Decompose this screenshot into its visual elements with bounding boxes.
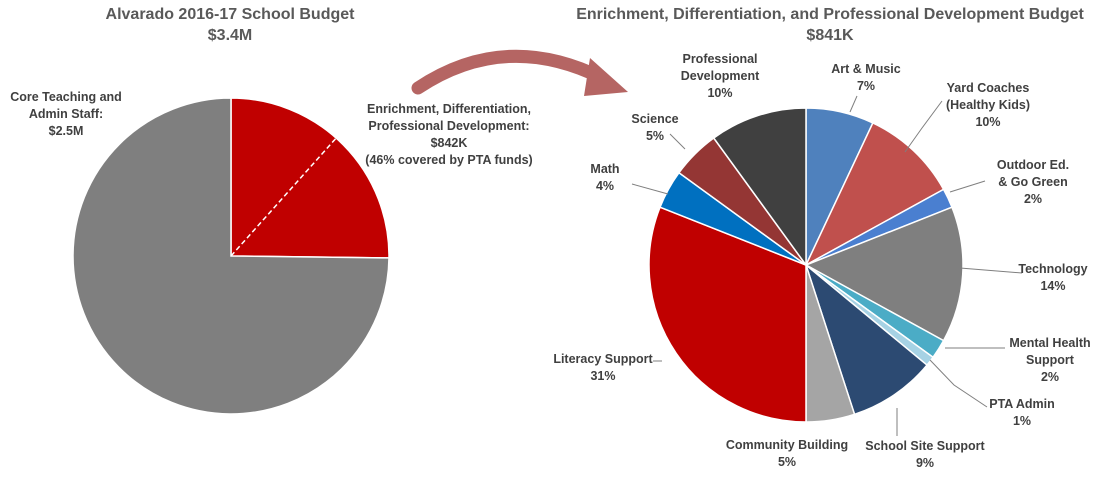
pie-label-outdoor-ed-go-green: Outdoor Ed. & Go Green 2% bbox=[997, 158, 1069, 206]
pie-label-community-building: Community Building 5% bbox=[726, 438, 848, 469]
pie-label-yard-coaches-healthy-kids: Yard Coaches (Healthy Kids) 10% bbox=[946, 81, 1030, 129]
pie-label-science: Science 5% bbox=[631, 112, 678, 143]
pie-label-math: Math 4% bbox=[590, 162, 619, 193]
school-budget-subtitle: $3.4M bbox=[208, 27, 252, 44]
pta-coverage-divider bbox=[230, 137, 337, 257]
pie-label-enrichment-differentiation-professional-development: Enrichment, Differentiation, Professional… bbox=[365, 102, 532, 167]
leader-line-yard-coaches-healthy-kids bbox=[904, 100, 943, 153]
pie-slice-professional-development bbox=[712, 107, 807, 268]
connector-arrow bbox=[411, 49, 609, 95]
school-budget-title: Alvarado 2016-17 School Budget bbox=[106, 6, 356, 23]
leader-line-technology bbox=[959, 267, 1023, 274]
pie-slice-technology bbox=[804, 206, 964, 342]
enrichment-budget-pie-chart: Enrichment, Differentiation, and Profess… bbox=[553, 6, 1090, 470]
enrichment-budget-title: Enrichment, Differentiation, and Profess… bbox=[576, 6, 1084, 23]
school-budget-pie-chart: Alvarado 2016-17 School Budget $3.4M Core … bbox=[10, 6, 533, 415]
pie-slice-enrichment-differentiation-professional-development bbox=[230, 97, 390, 259]
leader-line-outdoor-ed-go-green bbox=[949, 180, 986, 193]
pie-label-mental-health-support: Mental Health Support 2% bbox=[1009, 336, 1090, 384]
leader-line-pta-admin bbox=[929, 359, 988, 408]
leader-line-science bbox=[669, 133, 686, 150]
pie-slice-core-teaching-and-admin-staff bbox=[72, 97, 390, 415]
enrichment-budget-subtitle: $841K bbox=[806, 27, 854, 44]
pie-label-literacy-support: Literacy Support 31% bbox=[553, 352, 653, 383]
pie-label-art-music: Art & Music 7% bbox=[831, 62, 901, 93]
leader-line-math bbox=[631, 183, 669, 195]
pie-label-technology: Technology 14% bbox=[1018, 262, 1087, 293]
pie-label-core-teaching-and-admin-staff: Core Teaching and Admin Staff: $2.5M bbox=[10, 90, 122, 138]
pie-label-professional-development: Professional Development 10% bbox=[681, 52, 760, 100]
pie-slice-yard-coaches-healthy-kids bbox=[804, 121, 945, 267]
leader-line-art-music bbox=[849, 95, 858, 113]
pie-slice-literacy-support bbox=[648, 206, 807, 423]
connector-arrowhead bbox=[584, 58, 628, 96]
pie-label-pta-admin: PTA Admin 1% bbox=[989, 397, 1055, 428]
pie-label-school-site-support: School Site Support 9% bbox=[865, 439, 985, 470]
pie-slice-school-site-support bbox=[804, 262, 929, 416]
